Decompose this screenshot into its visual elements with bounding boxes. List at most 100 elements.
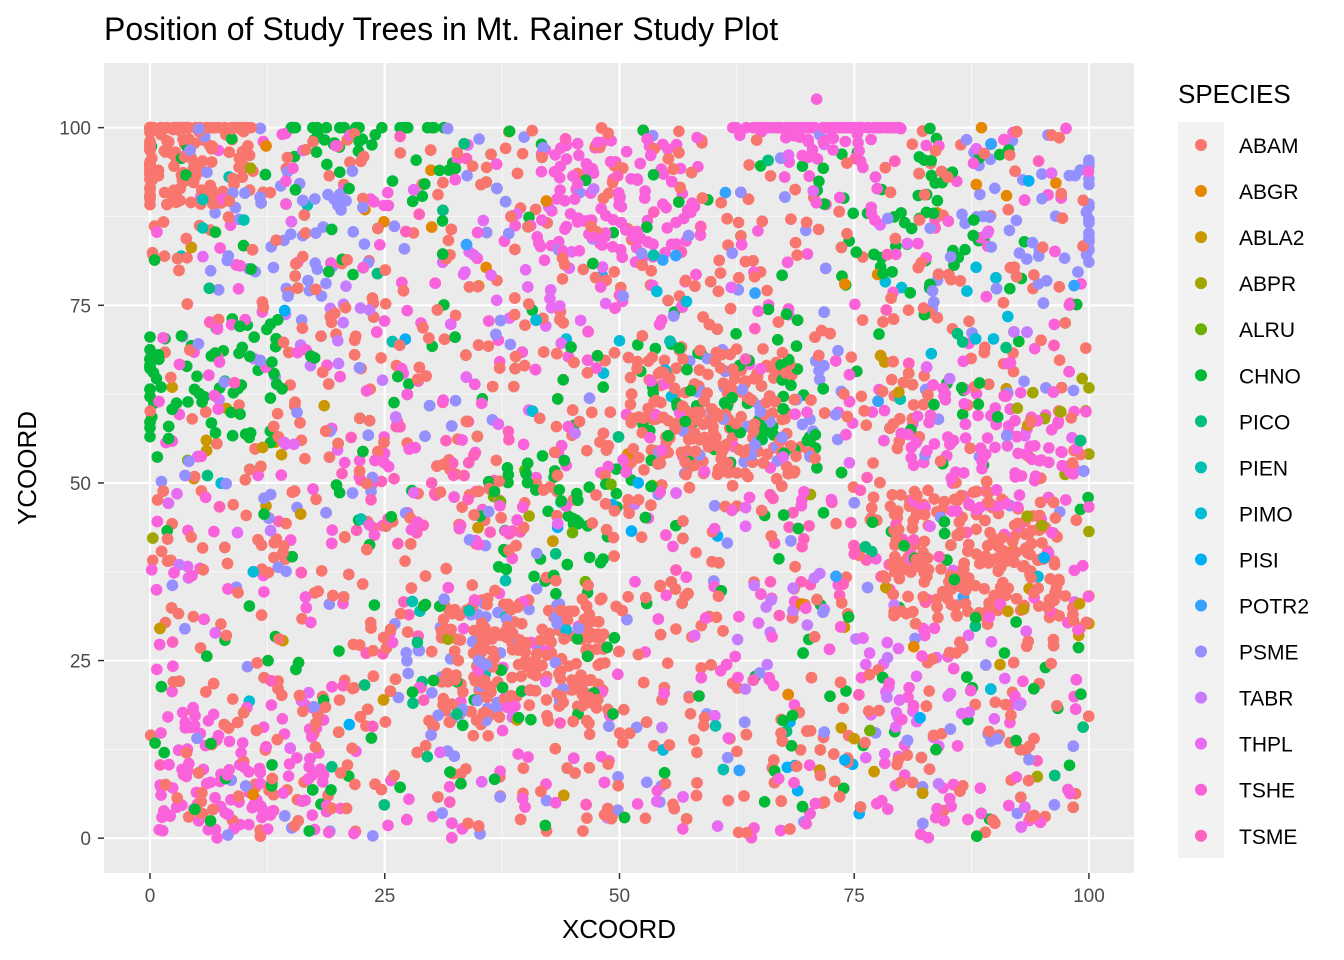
point-pico bbox=[458, 138, 470, 150]
point-abam bbox=[232, 790, 245, 802]
point-abam bbox=[161, 555, 174, 567]
point-abla2 bbox=[472, 521, 484, 534]
point-abam bbox=[892, 523, 905, 536]
point-abam bbox=[551, 347, 563, 360]
point-abam bbox=[856, 314, 869, 326]
point-chno bbox=[662, 430, 674, 442]
point-abam bbox=[556, 252, 569, 264]
point-abam bbox=[670, 362, 682, 375]
point-tshe bbox=[834, 191, 846, 204]
point-abam bbox=[185, 196, 197, 209]
point-abam bbox=[790, 760, 803, 773]
point-abam bbox=[271, 407, 284, 420]
point-psme bbox=[832, 344, 844, 357]
point-tshe bbox=[468, 594, 481, 606]
point-abam bbox=[624, 371, 637, 384]
point-abam bbox=[997, 296, 1010, 309]
point-abam bbox=[449, 674, 462, 686]
point-abla2 bbox=[318, 399, 331, 412]
point-tsme bbox=[443, 796, 456, 808]
point-abam bbox=[623, 507, 635, 519]
point-tshe bbox=[256, 803, 269, 815]
point-tabr bbox=[739, 683, 752, 695]
point-psme bbox=[494, 791, 506, 803]
point-abam bbox=[1082, 710, 1095, 723]
point-abam bbox=[375, 352, 387, 364]
point-tshe bbox=[647, 238, 659, 251]
point-psme bbox=[1083, 154, 1095, 166]
point-abam bbox=[221, 557, 234, 570]
point-abam bbox=[549, 742, 562, 755]
point-tshe bbox=[641, 133, 653, 145]
point-tshe bbox=[203, 369, 215, 382]
point-psme bbox=[358, 238, 371, 250]
point-tsme bbox=[350, 524, 363, 537]
point-psme bbox=[240, 780, 252, 792]
point-psme bbox=[1018, 375, 1030, 388]
point-abam bbox=[789, 560, 801, 573]
point-tshe bbox=[950, 505, 963, 517]
point-abpr bbox=[1076, 372, 1088, 385]
point-chno bbox=[730, 328, 742, 340]
point-abam bbox=[677, 515, 689, 527]
point-tsme bbox=[400, 225, 412, 238]
point-chno bbox=[503, 125, 516, 138]
point-abam bbox=[288, 485, 301, 497]
point-abam bbox=[419, 739, 432, 752]
point-thpl bbox=[445, 318, 457, 331]
point-tsme bbox=[1048, 339, 1060, 352]
point-abam bbox=[934, 455, 947, 468]
point-abam bbox=[887, 588, 900, 601]
point-tsme bbox=[795, 576, 807, 588]
point-tshe bbox=[382, 460, 395, 473]
point-abam bbox=[332, 726, 345, 738]
point-tshe bbox=[158, 805, 170, 817]
point-abam bbox=[645, 499, 657, 512]
point-tshe bbox=[360, 385, 373, 397]
point-chno bbox=[201, 650, 213, 662]
point-abam bbox=[581, 714, 593, 727]
point-tshe bbox=[1080, 406, 1092, 418]
point-tshe bbox=[691, 131, 703, 144]
point-abam bbox=[509, 292, 521, 304]
point-abam bbox=[659, 777, 672, 790]
point-psme bbox=[482, 505, 495, 518]
point-tshe bbox=[974, 782, 987, 794]
point-tshe bbox=[538, 254, 551, 267]
point-abgr bbox=[908, 640, 920, 653]
point-potr2 bbox=[719, 186, 732, 199]
point-tshe bbox=[708, 522, 721, 535]
point-tshe bbox=[150, 584, 163, 596]
point-thpl bbox=[860, 751, 872, 764]
point-psme bbox=[980, 659, 992, 671]
point-abam bbox=[206, 198, 219, 210]
point-tshe bbox=[560, 220, 573, 233]
point-chno bbox=[571, 487, 583, 500]
point-tsme bbox=[345, 431, 358, 444]
point-abam bbox=[931, 601, 943, 613]
point-thpl bbox=[988, 713, 1001, 725]
point-abam bbox=[165, 602, 178, 614]
point-chno bbox=[512, 711, 525, 724]
point-abam bbox=[1008, 531, 1020, 543]
point-abam bbox=[315, 565, 328, 577]
point-psme bbox=[296, 194, 309, 207]
point-abam bbox=[569, 767, 581, 779]
point-chno bbox=[418, 178, 431, 190]
point-abam bbox=[165, 371, 177, 384]
point-chno bbox=[797, 647, 809, 659]
point-tshe bbox=[483, 315, 495, 327]
point-psme bbox=[491, 182, 503, 195]
point-abam bbox=[533, 412, 546, 425]
point-tsme bbox=[559, 133, 572, 145]
point-abam bbox=[926, 653, 939, 665]
point-chno bbox=[927, 207, 940, 220]
point-psme bbox=[322, 188, 334, 201]
point-tshe bbox=[211, 832, 223, 844]
point-tshe bbox=[631, 174, 644, 186]
point-abam bbox=[918, 188, 931, 201]
point-psme bbox=[551, 617, 563, 630]
point-abam bbox=[158, 250, 171, 262]
point-abam bbox=[348, 334, 361, 347]
point-abam bbox=[281, 151, 294, 164]
